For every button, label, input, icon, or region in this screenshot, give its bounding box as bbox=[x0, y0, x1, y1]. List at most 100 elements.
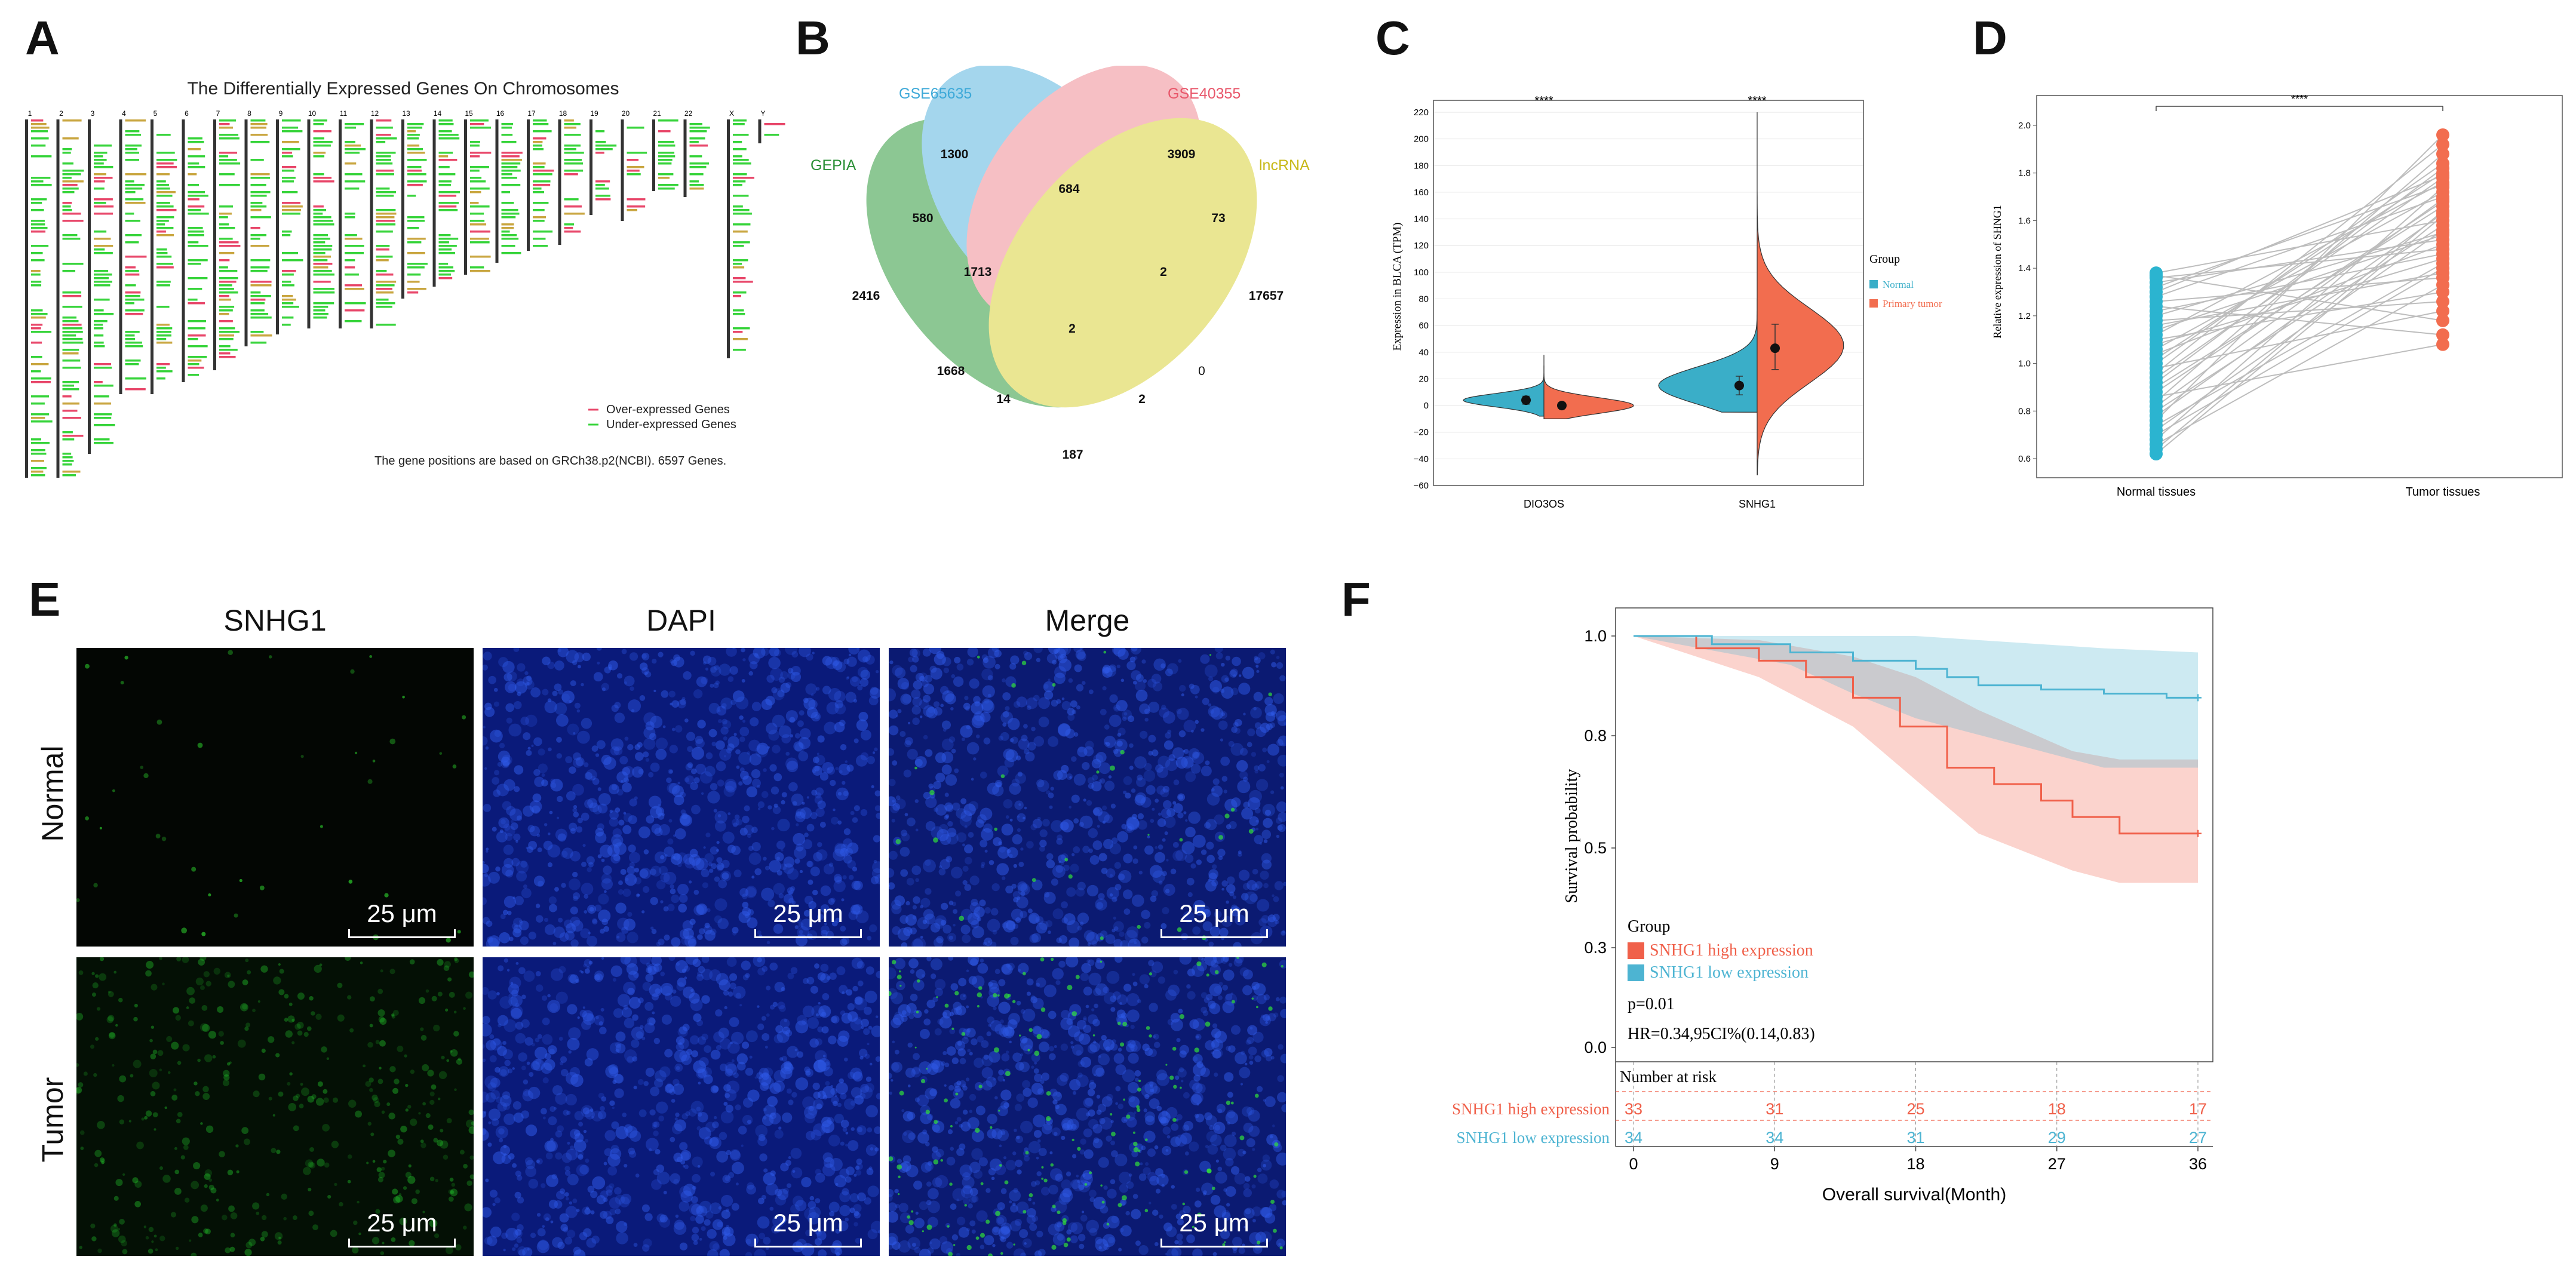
texture-dot bbox=[638, 1109, 647, 1117]
texture-dot bbox=[1260, 1159, 1272, 1171]
gene-band bbox=[376, 162, 393, 165]
texture-dot bbox=[720, 1110, 734, 1124]
gene-band bbox=[125, 152, 140, 154]
texture-dot bbox=[1079, 1149, 1085, 1155]
gene-band bbox=[595, 148, 613, 150]
texture-dot bbox=[741, 1041, 750, 1049]
texture-dot bbox=[228, 981, 235, 988]
texture-dot bbox=[744, 805, 750, 812]
texture-dot bbox=[1012, 1202, 1016, 1206]
texture-dot bbox=[919, 699, 929, 709]
texture-dot bbox=[940, 920, 947, 926]
texture-dot bbox=[1247, 1025, 1258, 1036]
gene-band bbox=[313, 220, 333, 222]
texture-dot bbox=[547, 862, 553, 868]
gene-band bbox=[313, 248, 332, 251]
gene-band bbox=[470, 220, 485, 222]
texture-dot bbox=[678, 1201, 690, 1212]
texture-dot bbox=[830, 1158, 843, 1171]
texture-dot bbox=[814, 963, 819, 969]
texture-dot bbox=[1030, 824, 1037, 831]
texture-dot bbox=[689, 1203, 701, 1215]
texture-dot bbox=[1218, 995, 1223, 1000]
gene-band bbox=[125, 291, 141, 294]
texture-dot bbox=[155, 834, 161, 838]
texture-dot bbox=[705, 1210, 714, 1219]
texture-dot bbox=[903, 926, 913, 936]
texture-dot bbox=[639, 695, 646, 701]
gene-band bbox=[219, 266, 228, 269]
texture-dot bbox=[935, 1175, 948, 1188]
texture-dot bbox=[1126, 1181, 1134, 1189]
texture-dot bbox=[708, 702, 720, 714]
texture-dot bbox=[1093, 1137, 1100, 1144]
texture-dot bbox=[395, 1135, 400, 1139]
d-ytick: 0.8 bbox=[2018, 406, 2031, 416]
texture-dot bbox=[1092, 840, 1103, 850]
texture-dot bbox=[708, 729, 717, 738]
texture-dot bbox=[587, 935, 598, 947]
gene-band bbox=[94, 248, 105, 251]
c-ytick: 100 bbox=[1414, 268, 1429, 278]
texture-dot bbox=[678, 904, 687, 913]
texture-dot bbox=[377, 1079, 383, 1084]
gene-band bbox=[282, 166, 297, 168]
texture-dot bbox=[714, 810, 727, 824]
texture-dot bbox=[624, 681, 628, 685]
texture-dot bbox=[863, 1028, 870, 1036]
gene-band bbox=[94, 309, 104, 312]
texture-dot bbox=[1036, 1156, 1039, 1160]
texture-dot bbox=[907, 928, 913, 933]
texture-dot bbox=[962, 880, 968, 886]
gene-band bbox=[438, 252, 455, 254]
venn-count: 580 bbox=[912, 211, 933, 225]
texture-dot bbox=[1196, 1103, 1199, 1106]
texture-dot bbox=[1260, 925, 1273, 938]
texture-dot bbox=[1120, 749, 1125, 755]
texture-dot bbox=[1263, 994, 1270, 1001]
texture-dot bbox=[843, 791, 849, 797]
texture-dot bbox=[556, 714, 569, 727]
texture-dot bbox=[716, 761, 726, 772]
micrograph-tumor-dapi: 25 μm bbox=[483, 957, 880, 1256]
texture-dot bbox=[613, 746, 623, 755]
texture-dot bbox=[1149, 970, 1157, 978]
texture-dot bbox=[577, 665, 581, 669]
texture-dot bbox=[471, 1121, 474, 1126]
texture-dot bbox=[1087, 1089, 1095, 1096]
texture-dot bbox=[650, 806, 662, 819]
texture-dot bbox=[544, 917, 549, 923]
texture-dot bbox=[573, 812, 579, 818]
texture-dot bbox=[276, 1150, 281, 1154]
texture-dot bbox=[727, 1041, 740, 1054]
texture-dot bbox=[191, 867, 196, 872]
texture-dot bbox=[668, 690, 676, 698]
venn-count: 0 bbox=[1198, 364, 1205, 378]
texture-dot bbox=[1157, 844, 1163, 850]
texture-dot bbox=[1052, 683, 1056, 687]
texture-dot bbox=[683, 928, 694, 939]
texture-dot bbox=[1217, 1166, 1223, 1172]
texture-dot bbox=[979, 899, 986, 907]
texture-dot bbox=[761, 887, 775, 901]
texture-dot bbox=[268, 1096, 272, 1101]
texture-dot bbox=[761, 648, 769, 656]
texture-dot bbox=[1131, 894, 1144, 907]
texture-dot bbox=[919, 1061, 932, 1075]
texture-dot bbox=[834, 1114, 844, 1124]
texture-dot bbox=[652, 1124, 657, 1129]
texture-dot bbox=[1123, 908, 1131, 915]
texture-dot bbox=[780, 1162, 789, 1172]
texture-dot bbox=[772, 1215, 785, 1228]
texture-dot bbox=[987, 1016, 995, 1024]
texture-dot bbox=[285, 1030, 293, 1038]
texture-dot bbox=[611, 834, 624, 847]
texture-dot bbox=[176, 957, 182, 961]
gene-band bbox=[62, 342, 84, 344]
gene-band bbox=[156, 195, 173, 197]
texture-dot bbox=[372, 1160, 376, 1163]
texture-dot bbox=[1119, 1228, 1124, 1233]
texture-dot bbox=[1110, 995, 1117, 1003]
texture-dot bbox=[585, 769, 597, 781]
gene-band bbox=[733, 259, 748, 262]
